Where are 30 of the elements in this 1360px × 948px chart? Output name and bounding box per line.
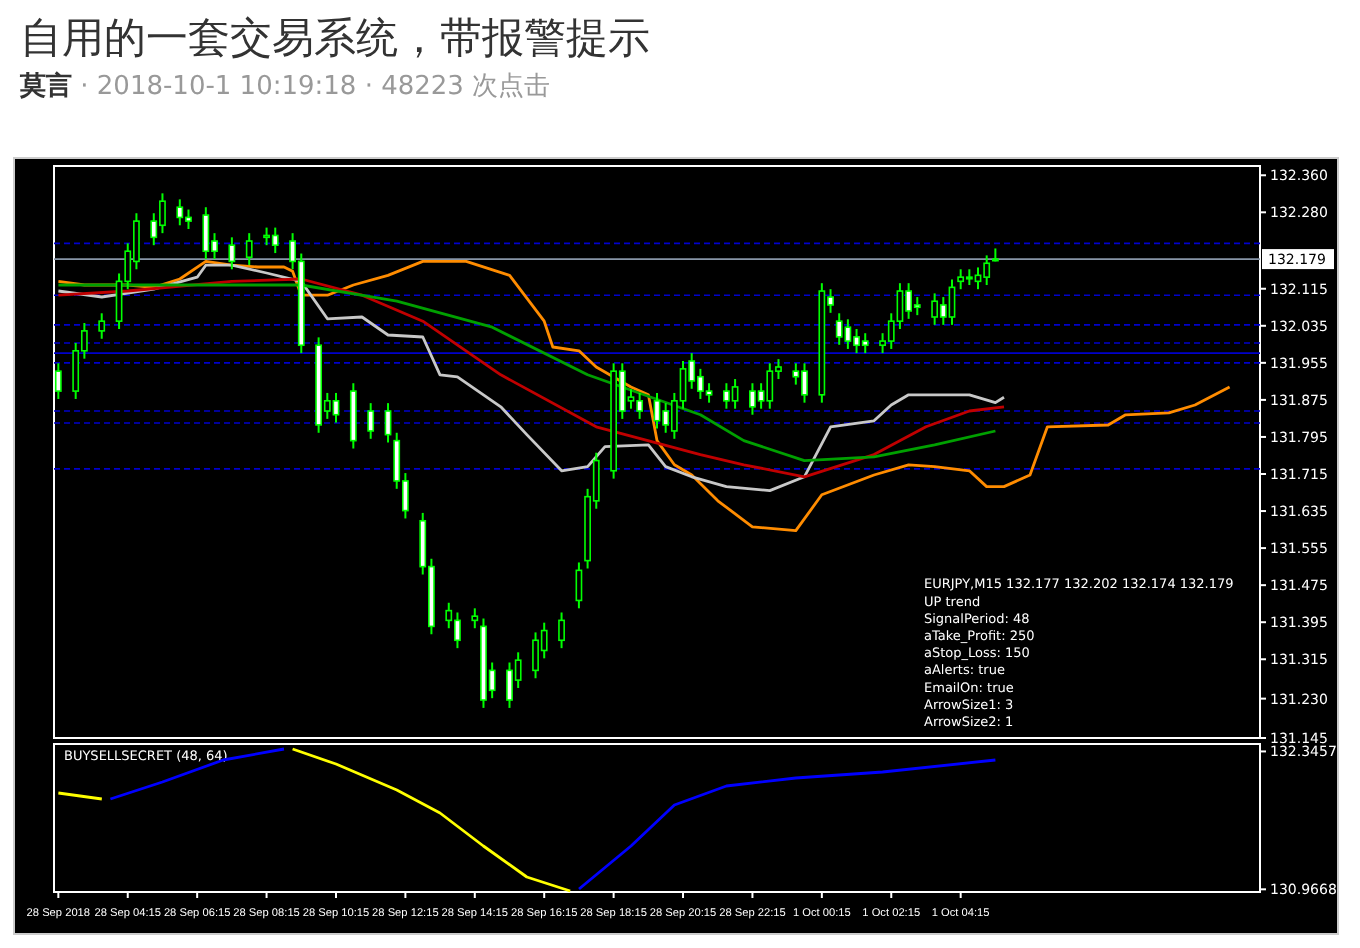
candlestick [844,318,852,350]
candlestick [835,312,843,346]
candlestick [332,391,340,424]
candlestick [202,206,210,261]
candlestick [931,292,939,326]
line-series [577,758,997,891]
candlestick [766,362,774,410]
candlestick [861,332,869,355]
candlestick [957,268,965,291]
candlestick [271,226,279,255]
candlestick [653,391,661,430]
candlestick [705,382,713,404]
candlestick [723,382,730,410]
candlestick [696,367,704,400]
line-series [291,747,572,893]
candlestick [731,378,739,410]
chart-subtitle: 莫言 · 2018-10-1 10:19:18 · 48223 次点击 [18,70,551,102]
candlestick [983,254,991,287]
candlestick [367,402,375,440]
candlestick [905,282,913,320]
candlestick [176,198,184,227]
candlestick [662,402,670,434]
candlestick [471,607,479,630]
candlestick [98,312,106,340]
chart-title: 自用的一套交易系统，带报警提示 [20,14,650,62]
candlestick [228,236,236,271]
candlestick [558,611,565,650]
candlestick [636,391,644,420]
candlestick [245,232,253,267]
candlestick [913,296,921,317]
